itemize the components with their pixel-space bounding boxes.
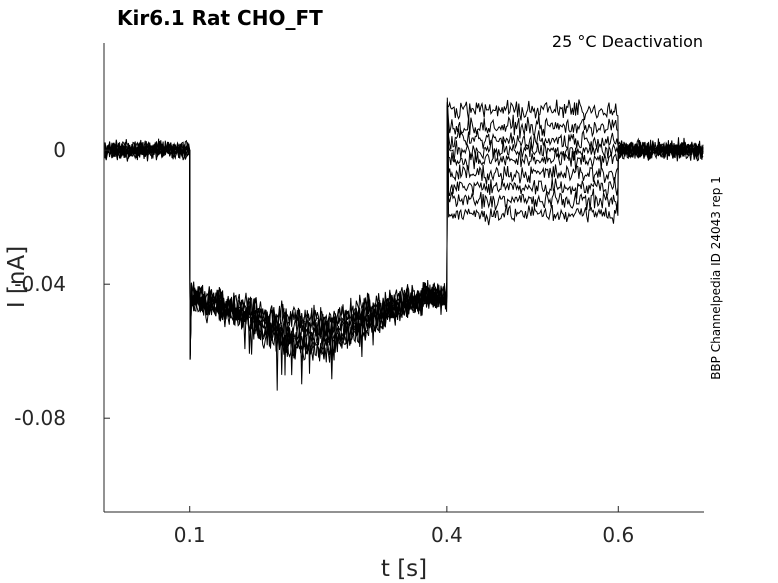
- x-tick-label: 0.1: [174, 523, 206, 547]
- y-axis-label: I [nA]: [4, 246, 30, 308]
- side-annotation: BBP Channelpedia ID 24043 rep 1: [709, 176, 723, 380]
- y-axis-ticks: 0 -0.04 -0.08: [14, 138, 110, 430]
- y-tick-label: -0.08: [14, 406, 66, 430]
- x-axis-label: t [s]: [381, 556, 427, 582]
- y-tick-label: 0: [53, 138, 66, 162]
- y-tick-label: -0.04: [14, 272, 66, 296]
- current-trace-line: [103, 97, 704, 380]
- chart-subtitle: 25 °C Deactivation: [552, 32, 703, 51]
- current-trace-line: [103, 110, 704, 359]
- x-tick-label: 0.4: [431, 523, 463, 547]
- x-tick-label: 0.6: [602, 523, 634, 547]
- current-trace-line: [103, 105, 704, 354]
- current-trace-line: [103, 102, 704, 363]
- plot-axes: [103, 43, 704, 513]
- current-traces: [103, 97, 704, 391]
- x-axis-ticks: 0.1 0.4 0.6: [174, 506, 634, 547]
- chart-title: Kir6.1 Rat CHO_FT: [117, 6, 323, 30]
